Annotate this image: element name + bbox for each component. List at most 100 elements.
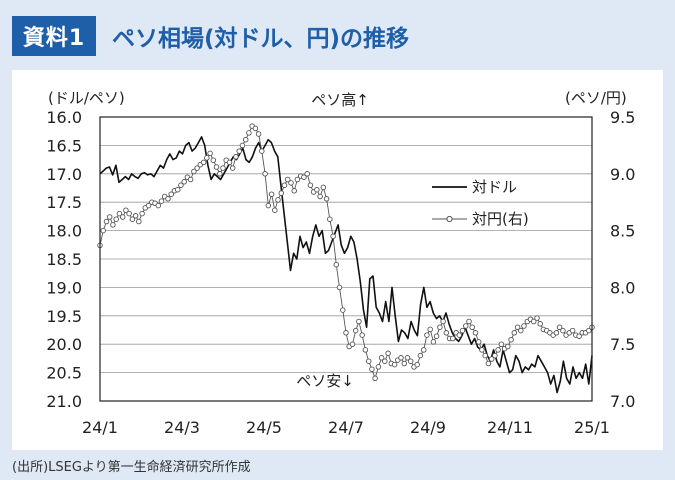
jpy-point (417, 352, 424, 359)
left-axis-ticks: 16.0 16.5 17.0 17.5 18.0 18.5 19.0 19.5 20.0 20.5… (46, 108, 82, 411)
jpy-point (281, 182, 288, 188)
jpy-point (569, 327, 576, 334)
jpy-point (278, 190, 285, 196)
jpy-point (320, 184, 327, 191)
source-note: (出所)LSEGより第一生命経済研究所作成 (12, 460, 251, 475)
right-axis-unit-label: (ペソ/円) (565, 89, 627, 107)
x-tick-label: 25/1 (574, 418, 610, 437)
jpy-point (430, 339, 437, 345)
left-tick-label: 19.5 (46, 307, 82, 326)
jpy-point (288, 180, 294, 186)
jpy-point (301, 174, 307, 180)
jpy-point (294, 176, 301, 183)
left-tick-label: 16.0 (46, 108, 82, 127)
jpy-point (333, 261, 340, 268)
jpy-point (336, 284, 343, 291)
jpy-point (378, 355, 385, 361)
jpy-point (129, 216, 136, 222)
legend: 対ドル 対円(右) (432, 178, 529, 228)
jpy-point (210, 157, 217, 163)
jpy-point (165, 196, 171, 202)
jpy-point (485, 360, 492, 367)
jpy-point (443, 330, 450, 336)
jpy-point (217, 171, 223, 177)
jpy-point (226, 159, 233, 166)
left-tick-label: 17.5 (46, 193, 82, 212)
jpy-point (492, 352, 498, 359)
jpy-point (576, 333, 582, 339)
jpy-point (472, 330, 479, 336)
jpy-point (586, 327, 592, 334)
jpy-point (385, 350, 391, 357)
jpy-point (317, 193, 323, 200)
jpy-point (330, 233, 336, 240)
left-tick-label: 17.0 (46, 165, 82, 184)
jpy-point (553, 330, 560, 336)
x-tick-label: 24/1 (82, 418, 118, 437)
right-tick-label: 9.5 (610, 108, 635, 127)
jpy-point (391, 361, 398, 368)
jpy-point (213, 164, 220, 170)
jpy-point (518, 327, 524, 334)
jpy-point (119, 214, 126, 220)
jpy-point (229, 165, 236, 171)
jpy-point (262, 171, 268, 177)
jpy-point (475, 339, 482, 345)
jpy-point (246, 130, 252, 136)
jpy-point (343, 330, 349, 336)
jpy-point (233, 154, 239, 160)
jpy-point (155, 202, 162, 209)
left-tick-label: 20.0 (46, 335, 82, 354)
jpy-point (284, 176, 291, 183)
jpy-point (304, 171, 310, 177)
jpy-point (113, 216, 119, 222)
jpy-point (530, 318, 537, 325)
jpy-point (116, 210, 123, 217)
x-tick-label: 24/9 (410, 418, 446, 437)
jpy-point (469, 324, 475, 330)
jpy-point (414, 361, 420, 368)
jpy-point (482, 352, 488, 359)
jpy-point (356, 318, 362, 325)
jpy-point (427, 326, 433, 333)
left-tick-label: 18.0 (46, 222, 82, 241)
jpy-point (420, 347, 427, 353)
jpy-point (265, 202, 272, 209)
right-tick-label: 8.5 (610, 222, 635, 241)
jpy-point (508, 336, 514, 343)
jpy-point (495, 347, 501, 353)
x-tick-label: 24/11 (487, 418, 533, 437)
jpy-point (424, 332, 430, 338)
jpy-point (103, 218, 110, 225)
left-tick-label: 21.0 (46, 392, 82, 411)
jpy-point (440, 318, 446, 325)
header: 資料1 ペソ相場(対ドル、円)の推移 (0, 0, 675, 64)
x-axis-ticks: 24/1 24/3 24/5 24/7 24/9 24/11 25/1 (82, 418, 610, 437)
jpy-point (521, 323, 527, 329)
jpy-point (466, 318, 472, 325)
jpy-point (220, 165, 226, 171)
left-axis-unit-label: (ドル/ペソ) (48, 89, 125, 107)
jpy-point (479, 347, 485, 353)
jpy-point (174, 186, 181, 193)
jpy-point (126, 210, 132, 217)
jpy-point (511, 330, 518, 336)
jpy-point (488, 356, 495, 362)
jpy-point (168, 191, 174, 197)
page-title: ペソ相場(対ドル、円)の推移 (112, 26, 410, 52)
series-usd (99, 136, 593, 394)
jpy-point (372, 375, 378, 382)
jpy-point (433, 333, 440, 339)
usd-line (99, 136, 593, 394)
annotation-peso-weak: ペソ安↓ (296, 372, 354, 390)
jpy-point (275, 197, 281, 203)
jpy-point (200, 159, 207, 166)
jpy-line (99, 125, 593, 379)
legend-label-usd: 対ドル (472, 178, 517, 196)
jpy-point (268, 191, 275, 197)
jpy-point (498, 341, 505, 347)
jpy-point (145, 202, 152, 209)
annotation-peso-strong: ペソ高↑ (311, 91, 369, 109)
jpy-point (401, 360, 408, 367)
jpy-point (459, 327, 466, 334)
